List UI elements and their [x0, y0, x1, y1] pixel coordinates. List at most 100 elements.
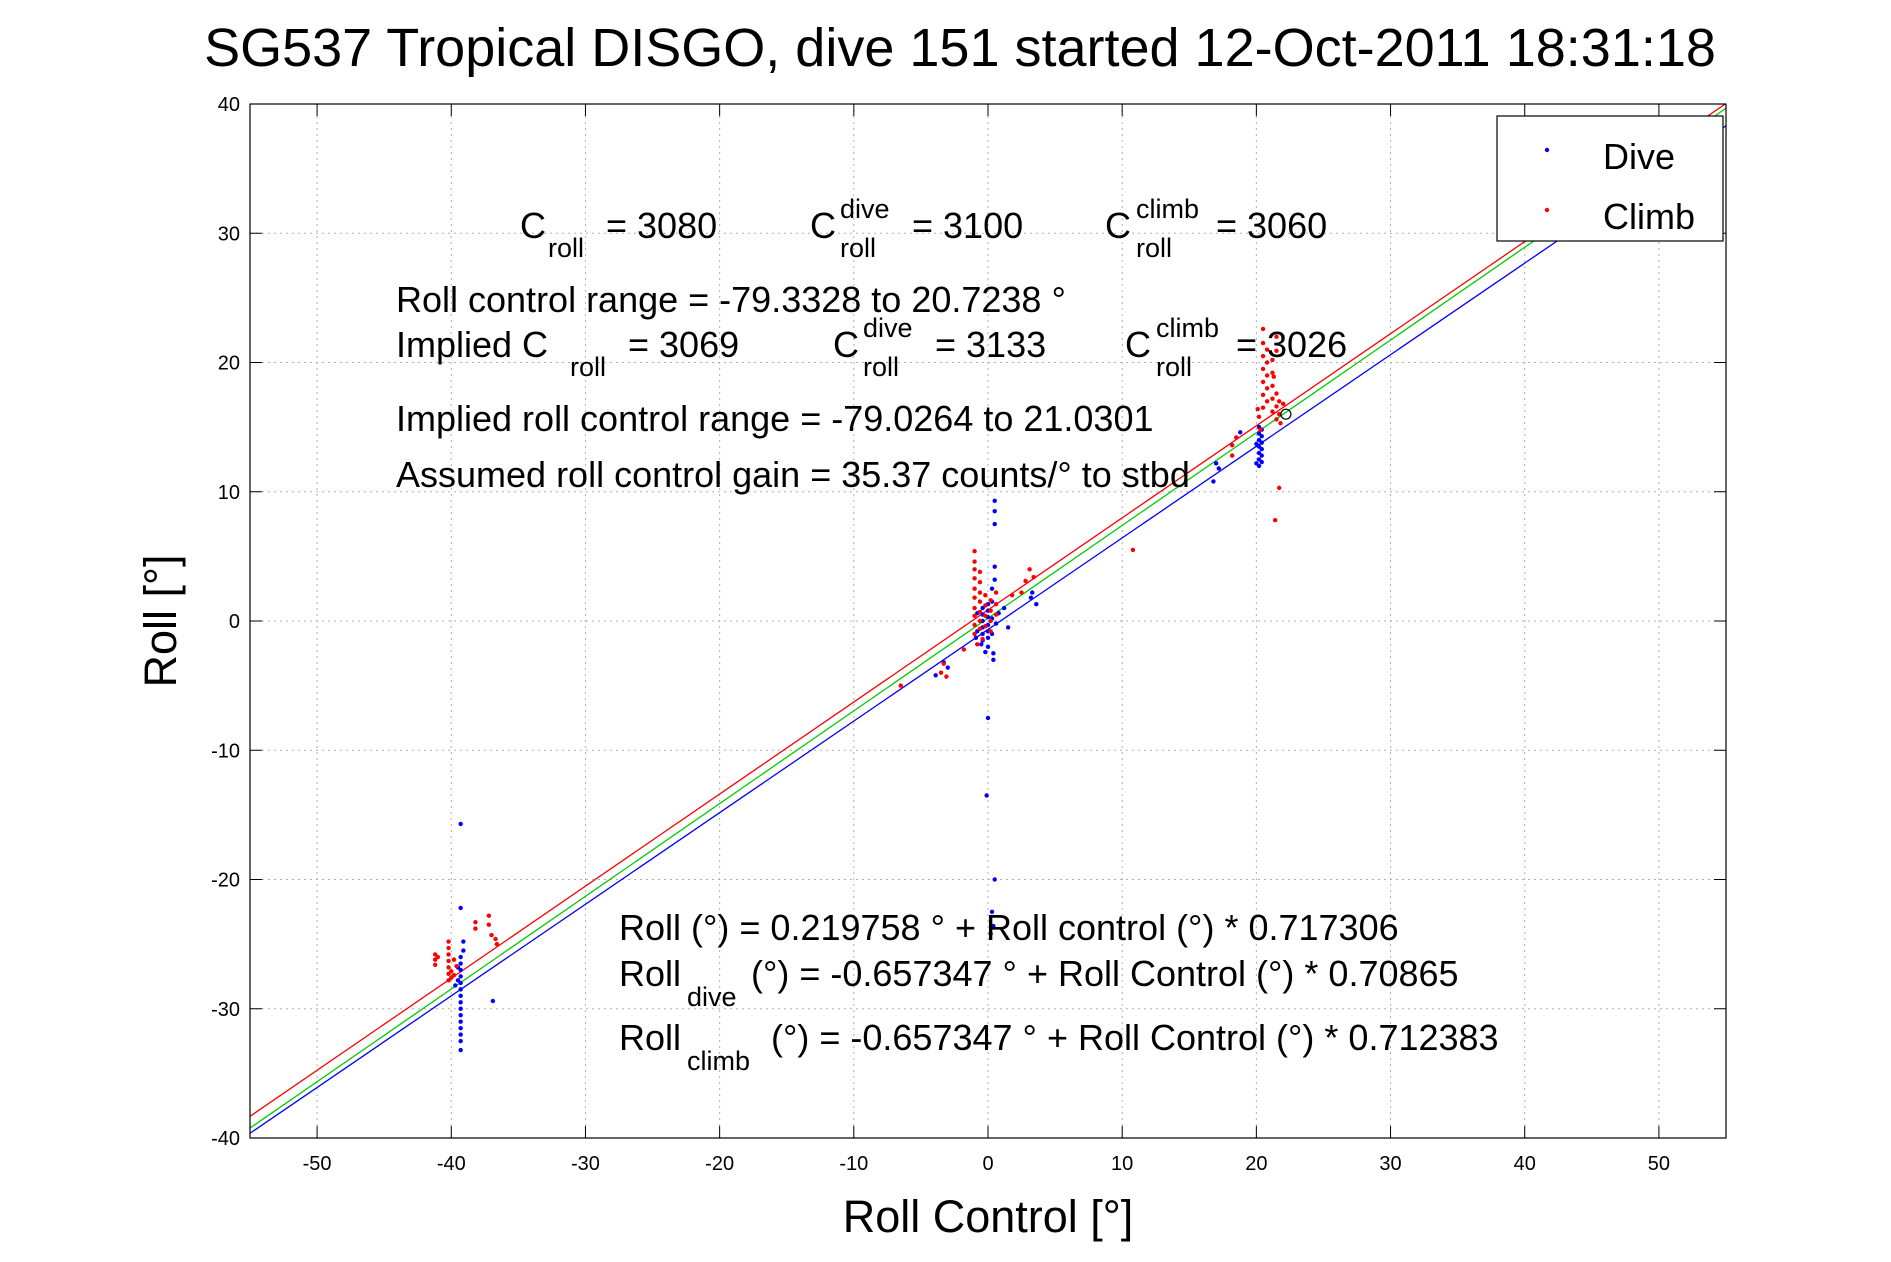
point-climb: [1230, 453, 1235, 458]
y-tick-label: -40: [211, 1128, 240, 1150]
c-roll-prefix: C: [520, 205, 546, 246]
point-dive: [458, 1032, 463, 1037]
c-roll-value: = 3080: [606, 205, 717, 246]
point-dive: [458, 961, 463, 966]
point-dive: [989, 909, 995, 915]
y-tick-label: -30: [211, 999, 240, 1021]
plot-frame: [249, 103, 1727, 1139]
point-climb: [1260, 326, 1266, 332]
legend-marker-climb: [1544, 207, 1550, 213]
axis-ticks: -50 -40 -30 -20 -10 0 10 20 30 40 50 -40 -30 -20 -10 0 1…: [211, 94, 1726, 1175]
point-climb: [972, 613, 977, 619]
point-dive: [992, 521, 997, 527]
x-axis-label: Roll Control [°]: [843, 1191, 1134, 1242]
point-climb: [1270, 383, 1275, 388]
point-dive: [1238, 430, 1243, 435]
point-climb: [1260, 405, 1266, 410]
annotation-implied: Implied C roll = 3069: [396, 324, 739, 382]
point-climb: [1260, 392, 1266, 398]
point-dive: [991, 923, 996, 929]
point-climb: [493, 936, 498, 942]
legend: Dive Climb: [1496, 115, 1724, 242]
point-climb: [977, 618, 983, 624]
fit-dive-prefix: Roll: [619, 953, 681, 994]
legend-box: [1496, 115, 1724, 242]
point-climb: [1260, 366, 1266, 372]
annotation-fit-dive: Roll dive (°) = -0.657347 ° + Roll Contr…: [619, 953, 1459, 1012]
point-climb: [944, 674, 949, 679]
point-dive: [983, 649, 988, 655]
point-dive: [458, 1025, 463, 1031]
point-climb: [977, 626, 983, 631]
point-climb: [1272, 517, 1278, 523]
point-climb: [1264, 373, 1270, 378]
point-dive: [1254, 461, 1259, 466]
point-dive: [992, 877, 997, 882]
c-roll-climb-prefix: C: [1105, 205, 1131, 246]
point-dive: [1030, 590, 1035, 595]
c-roll-dive-sup: dive: [840, 194, 890, 224]
point-climb: [1274, 391, 1279, 396]
point-climb: [1009, 592, 1015, 598]
point-climb: [961, 647, 967, 652]
point-climb: [977, 599, 983, 604]
point-dive: [1005, 625, 1011, 630]
x-tick-label: 20: [1245, 1153, 1267, 1175]
point-dive: [984, 793, 989, 798]
point-dive: [985, 644, 991, 650]
point-climb: [898, 683, 903, 688]
point-climb: [494, 941, 500, 947]
point-climb: [972, 595, 977, 600]
legend-label-climb: Climb: [1603, 196, 1695, 237]
point-dive: [985, 715, 991, 721]
point-climb: [988, 629, 993, 634]
point-dive: [455, 978, 461, 983]
point-climb: [988, 608, 993, 613]
annotation-c-roll-dive: C dive roll = 3100: [810, 194, 1023, 263]
point-dive: [1259, 433, 1264, 439]
point-climb: [980, 636, 985, 642]
point-dive: [458, 1019, 463, 1024]
fit-climb-rest: (°) = -0.657347 ° + Roll Control (°) * 0…: [771, 1017, 1499, 1058]
point-climb: [972, 559, 977, 564]
point-climb: [977, 590, 983, 595]
point-dive: [461, 939, 466, 944]
point-dive: [458, 1047, 463, 1053]
x-tick-label: 40: [1514, 1153, 1536, 1175]
point-climb: [473, 919, 478, 925]
x-tick-label: 10: [1111, 1153, 1133, 1175]
point-climb: [1264, 347, 1270, 352]
point-climb: [977, 609, 983, 615]
point-dive: [1259, 459, 1264, 465]
fit-climb-sub: climb: [687, 1046, 750, 1076]
point-dive: [1259, 440, 1264, 445]
point-dive: [1254, 441, 1259, 447]
point-dive: [458, 993, 463, 999]
point-climb: [1270, 357, 1275, 363]
point-climb: [993, 612, 999, 617]
point-climb: [993, 601, 999, 607]
point-climb: [1023, 578, 1028, 584]
point-dive: [458, 1006, 463, 1011]
c-roll-dive-sub: roll: [840, 233, 876, 263]
implied-dive-value: = 3133: [935, 324, 1046, 365]
c-roll-climb-sup: climb: [1136, 194, 1199, 224]
point-dive: [991, 651, 996, 656]
point-dive: [989, 586, 995, 591]
x-tick-label: 0: [982, 1153, 993, 1175]
point-climb: [449, 969, 454, 974]
point-dive: [1211, 479, 1216, 484]
point-climb: [1271, 374, 1277, 379]
point-climb: [473, 926, 478, 931]
x-tick-label: -40: [437, 1153, 466, 1175]
point-climb: [972, 605, 977, 611]
point-climb: [977, 569, 983, 575]
implied-dive-sub: roll: [863, 352, 899, 382]
point-dive: [992, 564, 997, 569]
point-climb: [983, 623, 988, 629]
annotation-implied-dive: C dive roll = 3133: [833, 313, 1046, 382]
point-climb: [486, 922, 492, 927]
point-dive: [458, 821, 463, 827]
point-climb: [432, 962, 438, 968]
fit-dive-rest: (°) = -0.657347 ° + Roll Control (°) * 0…: [751, 953, 1459, 994]
